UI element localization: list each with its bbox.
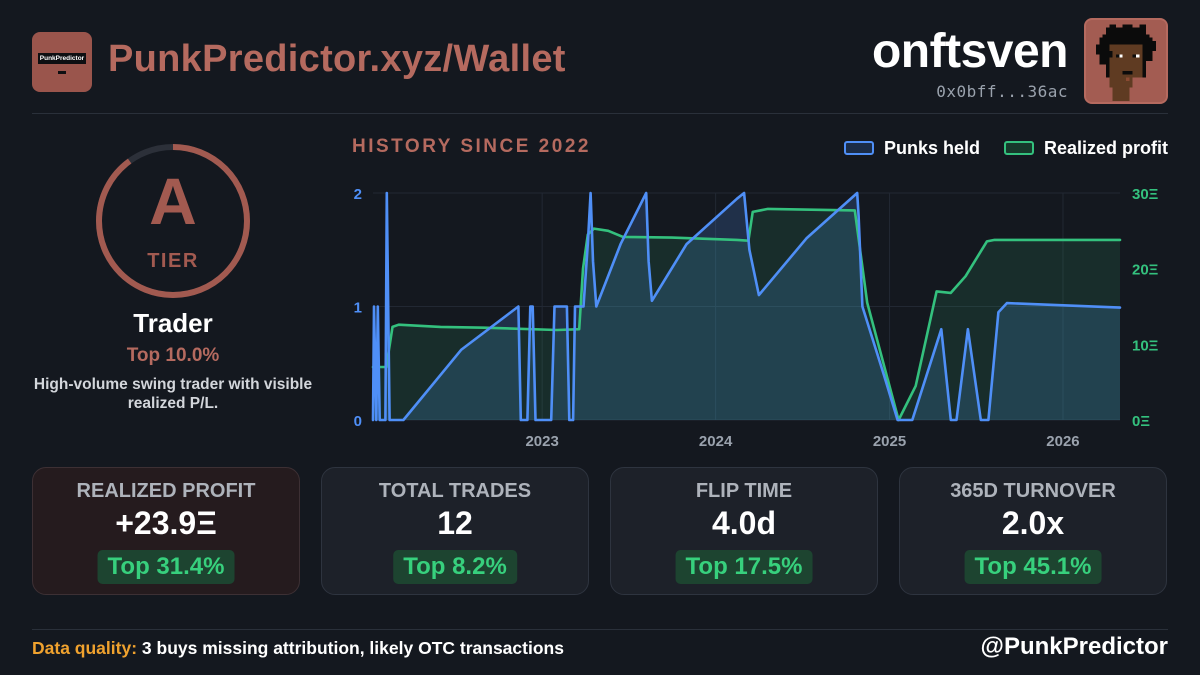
series-line-realized-profit: [371, 207, 1122, 422]
stat-label: 365D TURNOVER: [950, 480, 1116, 502]
series-area-punks-held: [373, 193, 1120, 420]
logo-punk-icon: [58, 71, 66, 74]
series-area-realized-profit: [373, 208, 1120, 420]
stat-card-turnover: 365D TURNOVER 2.0x Top 45.1%: [899, 467, 1167, 595]
right-axis-tick-label: 30Ξ: [1132, 186, 1159, 203]
header-divider: [32, 113, 1168, 114]
stat-label: TOTAL TRADES: [378, 480, 532, 502]
trader-type-label: Trader: [133, 308, 213, 338]
stat-percentile-badge: Top 8.2%: [393, 550, 517, 584]
stat-value: +23.9Ξ: [115, 505, 217, 541]
stat-label: REALIZED PROFIT: [76, 480, 256, 502]
trader-top-percentile: Top 10.0%: [126, 345, 220, 366]
wallet-address[interactable]: 0x0bff...36ac: [936, 82, 1068, 101]
stat-card-realized-profit: REALIZED PROFIT +23.9Ξ Top 31.4%: [32, 467, 300, 595]
left-axis-tick-label: 2: [354, 186, 362, 203]
chart-legend: Punks held Realized profit: [820, 136, 1168, 160]
legend-label-punks: Punks held: [883, 137, 980, 158]
stat-value: 4.0d: [711, 505, 777, 541]
x-axis-tick-label: 2025: [873, 433, 906, 450]
x-axis-tick-label: 2026: [1046, 433, 1079, 450]
stat-value: 2.0x: [1001, 505, 1065, 541]
stat-card-flip-time: FLIP TIME 4.0d Top 17.5%: [610, 467, 878, 595]
logo[interactable]: PunkPredictor: [32, 32, 92, 92]
right-axis-tick-label: 0Ξ: [1132, 413, 1150, 430]
logo-text: PunkPredictor: [38, 53, 86, 64]
data-quality-note: Data quality: 3 buys missing attribution…: [32, 638, 564, 659]
site-title[interactable]: PunkPredictor.xyz/Wallet: [108, 38, 566, 80]
tier-word: TIER: [147, 250, 199, 272]
header: PunkPredictor PunkPredictor.xyz/Wallet o…: [32, 18, 1168, 108]
tier-progress-ring: [96, 144, 250, 298]
cryptopunk-avatar-icon: [1084, 18, 1168, 104]
stat-value: 12: [437, 505, 473, 541]
tier-grade: A: [149, 164, 197, 238]
data-quality-key: Data quality:: [32, 638, 138, 658]
legend-swatch-profit: [1003, 141, 1034, 155]
stat-label: FLIP TIME: [695, 480, 793, 502]
stat-card-total-trades: TOTAL TRADES 12 Top 8.2%: [321, 467, 589, 595]
data-quality-text: 3 buys missing attribution, likely OTC t…: [141, 638, 564, 658]
footer-divider: [32, 629, 1168, 630]
x-axis-tick-label: 2024: [699, 433, 733, 450]
legend-punks-held[interactable]: Punks held: [843, 137, 980, 159]
twitter-handle[interactable]: @PunkPredictor: [980, 633, 1168, 660]
left-axis-tick-label: 0: [354, 413, 362, 430]
avatar-pixel-art: [1086, 21, 1166, 101]
legend-label-profit: Realized profit: [1043, 137, 1168, 158]
stat-percentile-badge: Top 45.1%: [964, 550, 1102, 584]
series-line-punks-held: [371, 191, 1122, 422]
right-axis-tick-label: 20Ξ: [1132, 262, 1159, 279]
trader-description: High-volume swing trader with visible re…: [33, 376, 313, 412]
x-axis-tick-label: 2023: [525, 433, 558, 450]
legend-swatch-punks: [843, 141, 874, 155]
stat-percentile-badge: Top 17.5%: [675, 550, 813, 584]
stat-percentile-badge: Top 31.4%: [97, 550, 235, 584]
wallet-username: onftsven: [871, 25, 1069, 78]
chart-title: HISTORY SINCE 2022: [352, 136, 591, 157]
tier-ring-fill: [96, 144, 250, 298]
left-axis-tick-label: 1: [354, 300, 362, 317]
right-axis-tick-label: 10Ξ: [1132, 337, 1159, 354]
legend-realized-profit[interactable]: Realized profit: [1003, 137, 1168, 159]
